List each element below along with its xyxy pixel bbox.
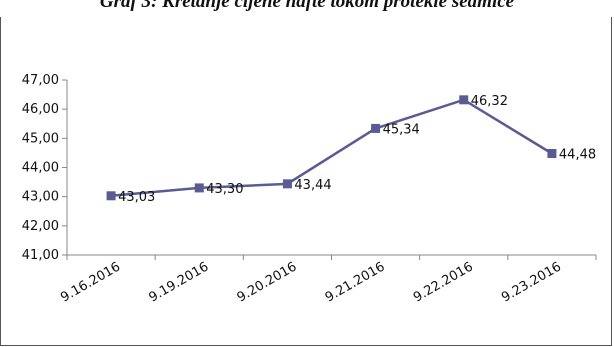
data-label: 44,48 [559,148,596,163]
chart-title: Graf 3: Kretanje cijene nafte tokom prot… [99,0,515,12]
x-tick-label: 9.21.2016 [323,259,388,305]
data-label: 45,34 [383,122,420,137]
y-tick-label: 44,00 [22,161,59,176]
chart-frame [0,17,612,346]
x-tick-label: 9.16.2016 [58,259,123,305]
x-tick-label: 9.22.2016 [411,259,476,305]
y-tick-label: 42,00 [22,219,59,234]
data-point-marker [282,179,292,189]
y-tick-label: 46,00 [22,102,59,117]
x-tick-label: 9.20.2016 [235,259,300,305]
data-point-marker [106,191,116,201]
data-label: 46,32 [471,94,508,109]
y-tick-label: 47,00 [22,73,59,88]
data-point-marker [194,183,204,193]
data-point-marker [459,95,469,105]
series-line [110,98,553,198]
data-point-marker [371,123,381,133]
data-point-marker [547,149,557,158]
y-tick-label: 43,00 [22,190,59,205]
y-tick-label: 45,00 [22,131,59,146]
x-tick-label: 9.23.2016 [499,259,564,305]
data-label: 43,03 [118,190,155,205]
y-tick-label: 41,00 [22,248,59,263]
data-label: 43,44 [294,178,331,193]
data-label: 43,30 [206,182,243,197]
x-tick-label: 9.19.2016 [146,259,211,305]
